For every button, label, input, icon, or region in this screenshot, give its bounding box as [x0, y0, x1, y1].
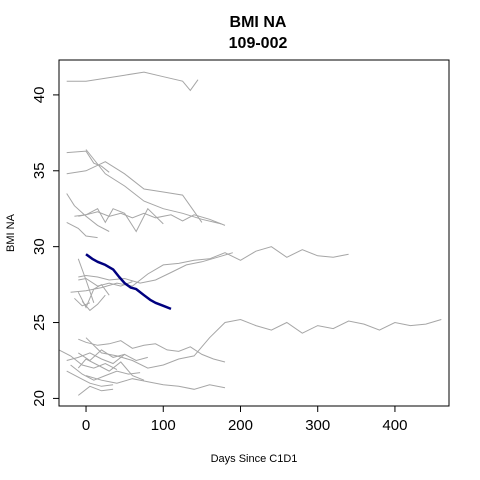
- series-line-19: [66, 352, 148, 365]
- x-tick-label-200: 200: [228, 417, 253, 434]
- series-line-15: [81, 294, 106, 312]
- series-line-8: [66, 221, 98, 239]
- series-line-24: [85, 375, 226, 390]
- series-line-23: [66, 370, 114, 387]
- y-tick-label-20: 20: [31, 390, 48, 407]
- x-tick-label-100: 100: [151, 417, 176, 434]
- series-line-20: [58, 349, 118, 371]
- highlight-series-line: [85, 253, 172, 311]
- series-line-6: [74, 207, 164, 233]
- x-axis: 0 100 200 300 400: [82, 405, 407, 434]
- chart-title: BMI NA: [230, 14, 287, 31]
- y-axis-label: BMI NA: [5, 213, 17, 252]
- x-tick-label-300: 300: [305, 417, 330, 434]
- series-line-3: [66, 161, 203, 223]
- plot-frame: [58, 59, 450, 407]
- series-line-22: [70, 364, 141, 381]
- series-line-7: [78, 211, 226, 226]
- highlight-series-group: [85, 253, 172, 311]
- y-tick-label-35: 35: [31, 162, 48, 179]
- series-line-21: [77, 358, 145, 381]
- series-line-5: [66, 193, 110, 232]
- series-line-16: [85, 318, 442, 369]
- chart-subtitle: 109-002: [229, 35, 288, 52]
- x-axis-label: Days Since C1D1: [211, 453, 298, 465]
- series-line-13: [74, 297, 91, 307]
- series-line-9: [70, 246, 349, 293]
- series-line-14: [77, 258, 95, 303]
- x-tick-label-400: 400: [382, 417, 407, 434]
- series-line-17: [78, 338, 226, 363]
- series-line-4: [85, 149, 222, 225]
- series-line-25: [77, 385, 114, 396]
- series-line-10: [78, 252, 233, 284]
- y-axis: 20 25 30 35 40: [31, 87, 60, 407]
- series-line-1: [66, 71, 199, 92]
- y-tick-label-25: 25: [31, 314, 48, 331]
- series-line-18: [78, 349, 125, 362]
- y-tick-label-40: 40: [31, 87, 48, 104]
- series-line-11: [78, 277, 133, 287]
- x-tick-label-0: 0: [82, 417, 90, 434]
- series-line-2: [66, 150, 110, 173]
- background-series-group: [58, 71, 442, 396]
- y-tick-label-30: 30: [31, 238, 48, 255]
